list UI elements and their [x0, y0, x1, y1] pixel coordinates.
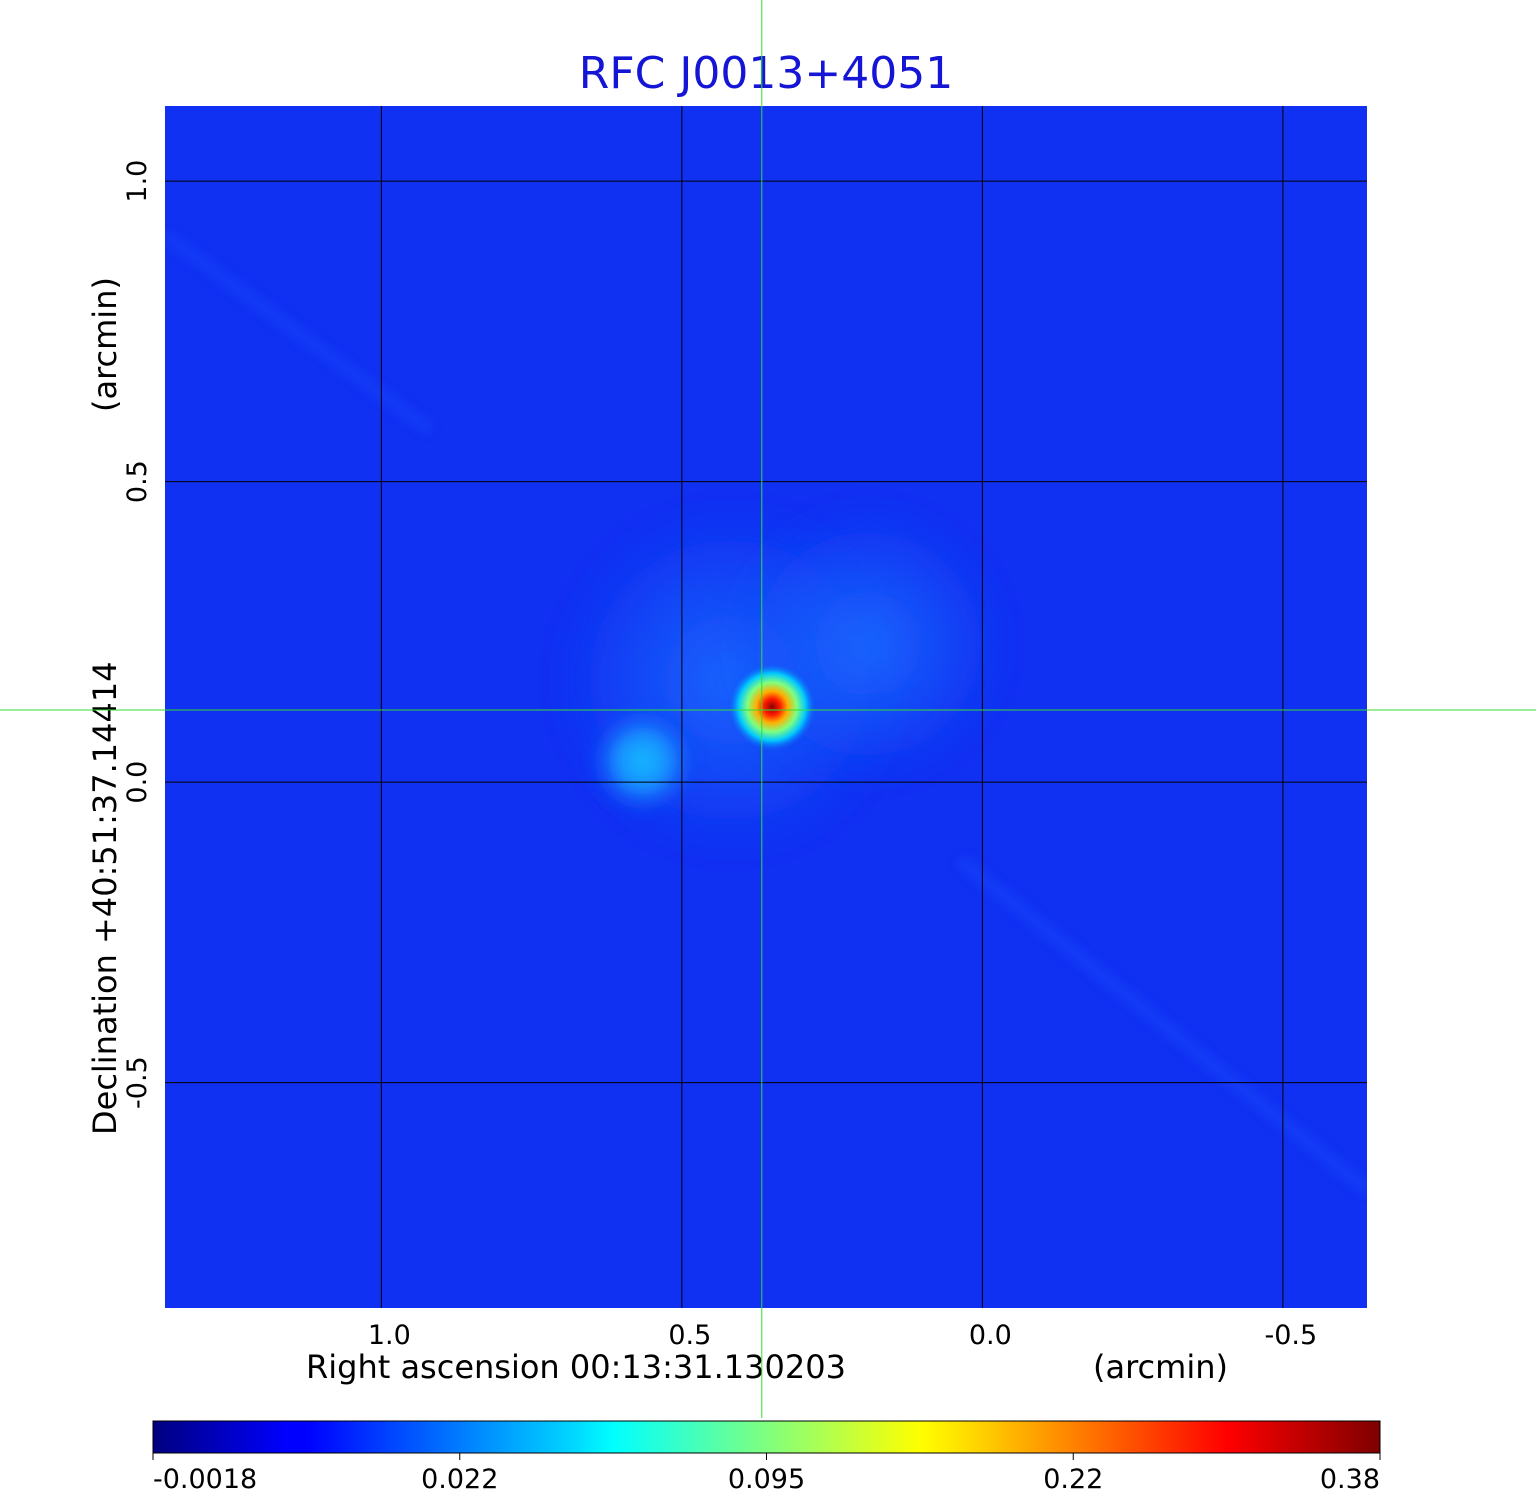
- x-tick-label: 0.0: [969, 1320, 1012, 1351]
- core-feature: [727, 662, 817, 752]
- colorbar-tick-labels: -0.0018 0.022 0.095 0.22 0.38: [153, 1453, 1380, 1495]
- x-tick-label: 0.5: [668, 1320, 711, 1351]
- x-axis-unit: (arcmin): [1093, 1348, 1228, 1386]
- colorbar-tick-label: 0.022: [421, 1464, 498, 1495]
- x-tick-label: 1.0: [368, 1320, 411, 1351]
- y-axis-label: Declination +40:51:37.14414: [86, 661, 124, 1135]
- knot-feature: [586, 704, 700, 818]
- x-tick-labels: 1.0 0.5 0.0 -0.5: [368, 1320, 1317, 1351]
- y-tick-label: 0.5: [122, 460, 153, 503]
- chart-title: RFC J0013+4051: [579, 48, 953, 99]
- y-axis-unit: (arcmin): [86, 277, 124, 412]
- colorbar-tick-label: 0.38: [1320, 1464, 1380, 1495]
- x-axis-label: Right ascension 00:13:31.130203: [306, 1348, 846, 1386]
- plot-area: [165, 106, 1367, 1308]
- x-tick-label: -0.5: [1265, 1320, 1318, 1351]
- colorbar-tick-label: 0.095: [728, 1464, 805, 1495]
- colorbar: -0.0018 0.022 0.095 0.22 0.38: [153, 1421, 1380, 1495]
- y-tick-label: 1.0: [122, 160, 153, 203]
- colorbar-gradient: [153, 1421, 1380, 1453]
- y-tick-label: 0.0: [122, 761, 153, 804]
- y-tick-label: -0.5: [122, 1056, 153, 1109]
- y-tick-labels: 1.0 0.5 0.0 -0.5: [122, 160, 153, 1109]
- colorbar-tick-label: 0.22: [1043, 1464, 1103, 1495]
- colorbar-tick-label: -0.0018: [153, 1464, 257, 1495]
